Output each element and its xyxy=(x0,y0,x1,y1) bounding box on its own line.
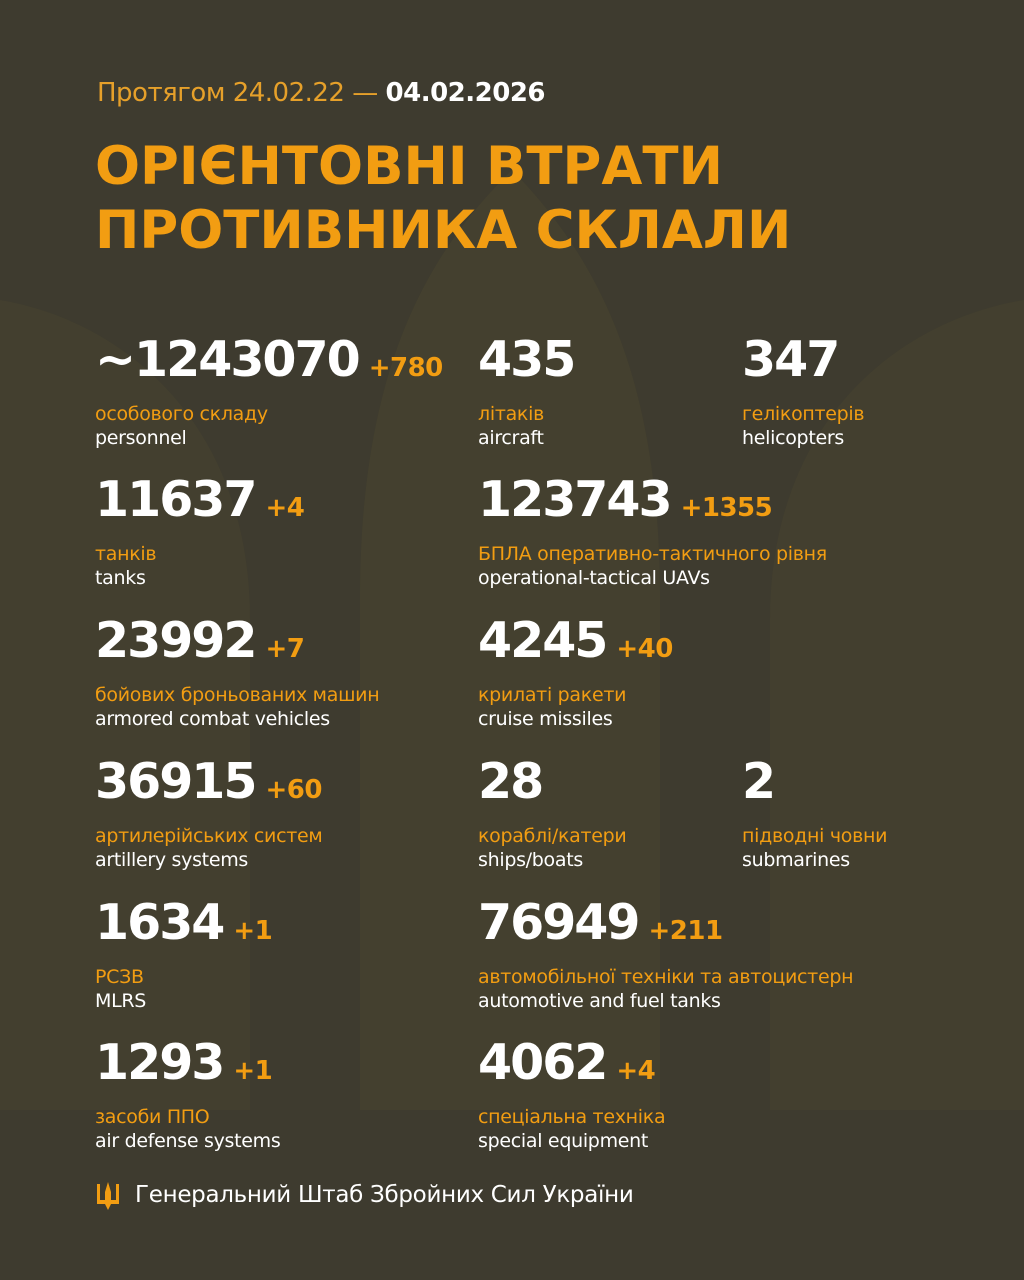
stat-label-en: air defense systems xyxy=(95,1130,281,1152)
stat-label-ua: бойових броньованих машин xyxy=(95,684,380,706)
stat-item: 2 підводні човни submarines xyxy=(742,754,887,872)
period-subtitle: Протягом 24.02.22 — 04.02.2026 xyxy=(97,78,546,108)
stat-delta: +1355 xyxy=(680,493,773,523)
stat-delta: +1 xyxy=(233,916,273,946)
trident-icon xyxy=(97,1182,119,1210)
stat-item: 11637 +4 танків tanks xyxy=(95,471,305,590)
stat-label-en: cruise missiles xyxy=(478,708,613,730)
stat-value-row: 23992 +7 xyxy=(95,613,379,677)
stat-value-row: 4062 +4 xyxy=(478,1035,665,1099)
stat-item: 1634 +1 РСЗВ MLRS xyxy=(95,894,273,1013)
title-line-1: ОРІЄНТОВНІ ВТРАТИ xyxy=(95,136,723,197)
title-line-2: ПРОТИВНИКА СКЛАЛИ xyxy=(95,200,792,261)
stat-item: 123743 +1355 БПЛА оперативно-тактичного р… xyxy=(478,472,827,590)
stat-label-ua: РСЗВ xyxy=(95,966,144,988)
stat-label-en: helicopters xyxy=(742,427,844,449)
stat-delta: +211 xyxy=(648,916,723,946)
stat-delta: +40 xyxy=(616,634,673,664)
stat-label-ua: артилерійських систем xyxy=(95,825,323,847)
stat-value-row: 76949 +211 xyxy=(478,895,853,959)
stat-delta: +7 xyxy=(265,634,305,664)
stat-label-ua: танків xyxy=(95,543,157,565)
stat-value-row: 347 xyxy=(742,332,864,396)
stat-item: 4245 +40 крилаті ракети cruise missiles xyxy=(478,613,673,731)
stat-value: 2 xyxy=(742,753,776,810)
stat-item: 347 гелікоптерів helicopters xyxy=(742,332,865,450)
stat-label-en: ships/boats xyxy=(478,849,583,871)
stat-delta: +4 xyxy=(265,493,305,523)
stat-value-row: ~1243070 +780 xyxy=(95,332,443,396)
stat-value: 1293 xyxy=(95,1034,225,1091)
stat-label-ua: кораблі/катери xyxy=(478,825,627,847)
stat-value-row: 1634 +1 xyxy=(95,894,273,959)
stat-label-ua: спеціальна техніка xyxy=(478,1106,666,1128)
footer: Генеральний Штаб Збройних Сил України xyxy=(95,1180,634,1210)
stat-label-en: MLRS xyxy=(95,990,147,1012)
stat-item: 36915 +60 артилерійських систем artillery… xyxy=(95,754,323,872)
footer-text: Генеральний Штаб Збройних Сил України xyxy=(135,1182,634,1208)
stat-label-ua: літаків xyxy=(478,403,544,425)
stat-item: 435 літаків aircraft xyxy=(478,332,584,450)
page-title: ОРІЄНТОВНІ ВТРАТИ ПРОТИВНИКА СКЛАЛИ xyxy=(95,135,791,263)
stat-label-ua: БПЛА оперативно-тактичного рівня xyxy=(478,543,827,565)
stat-delta: +60 xyxy=(265,775,322,805)
stat-value: 36915 xyxy=(95,753,257,810)
stat-item: 4062 +4 спеціальна техніка special equipm… xyxy=(478,1035,666,1153)
stat-item: 1293 +1 засоби ППО air defense systems xyxy=(95,1035,281,1153)
stat-label-ua: особового складу xyxy=(95,403,268,425)
stat-value: 28 xyxy=(478,753,544,810)
stat-value-row: 2 xyxy=(742,754,887,818)
stat-label-en: submarines xyxy=(742,849,850,871)
stat-value: 4245 xyxy=(478,612,608,669)
stat-delta: +780 xyxy=(368,353,444,383)
stat-value: ~1243070 xyxy=(95,331,361,388)
stat-value-row: 1293 +1 xyxy=(95,1035,280,1099)
stat-label-en: artillery systems xyxy=(95,849,249,871)
period-prefix: Протягом 24.02.22 — xyxy=(97,78,378,108)
report-date: 04.02.2026 xyxy=(385,78,546,108)
stat-label-en: aircraft xyxy=(478,427,544,449)
stat-value: 23992 xyxy=(95,612,257,669)
stat-item: ~1243070 +780 особового складу personnel xyxy=(95,332,443,450)
stat-value-row: 11637 +4 xyxy=(95,471,305,536)
stat-label-en: personnel xyxy=(95,427,187,449)
stat-label-ua: крилаті ракети xyxy=(478,684,627,706)
stat-value-row: 4245 +40 xyxy=(478,613,673,677)
stat-label-en: tanks xyxy=(95,567,146,589)
stat-label-ua: підводні човни xyxy=(742,825,888,847)
stat-label-ua: гелікоптерів xyxy=(742,403,865,425)
stat-value: 11637 xyxy=(95,471,257,528)
stat-value-row: 36915 +60 xyxy=(95,754,322,818)
stat-value: 4062 xyxy=(478,1034,608,1091)
stat-label-en: armored combat vehicles xyxy=(95,708,330,730)
stat-value-row: 28 xyxy=(478,754,626,818)
stat-value: 76949 xyxy=(478,894,640,951)
stat-value-row: 435 xyxy=(478,332,584,396)
stat-value: 347 xyxy=(742,331,840,388)
stat-delta: +1 xyxy=(233,1056,273,1086)
stat-value: 435 xyxy=(478,331,576,388)
stat-label-ua: засоби ППО xyxy=(95,1106,210,1128)
stat-label-en: operational-tactical UAVs xyxy=(478,567,710,589)
stat-value: 123743 xyxy=(478,471,673,528)
stat-item: 76949 +211 автомобільної техніки та автоц… xyxy=(478,895,854,1013)
stat-item: 28 кораблі/катери ships/boats xyxy=(478,754,627,872)
stat-value: 1634 xyxy=(95,894,225,951)
stat-label-ua: автомобільної техніки та автоцистерн xyxy=(478,966,854,988)
stat-label-en: special equipment xyxy=(478,1130,649,1152)
stat-value-row: 123743 +1355 xyxy=(478,472,827,536)
stat-item: 23992 +7 бойових броньованих машин armore… xyxy=(95,613,380,731)
stat-label-en: automotive and fuel tanks xyxy=(478,990,721,1012)
stat-delta: +4 xyxy=(616,1056,656,1086)
